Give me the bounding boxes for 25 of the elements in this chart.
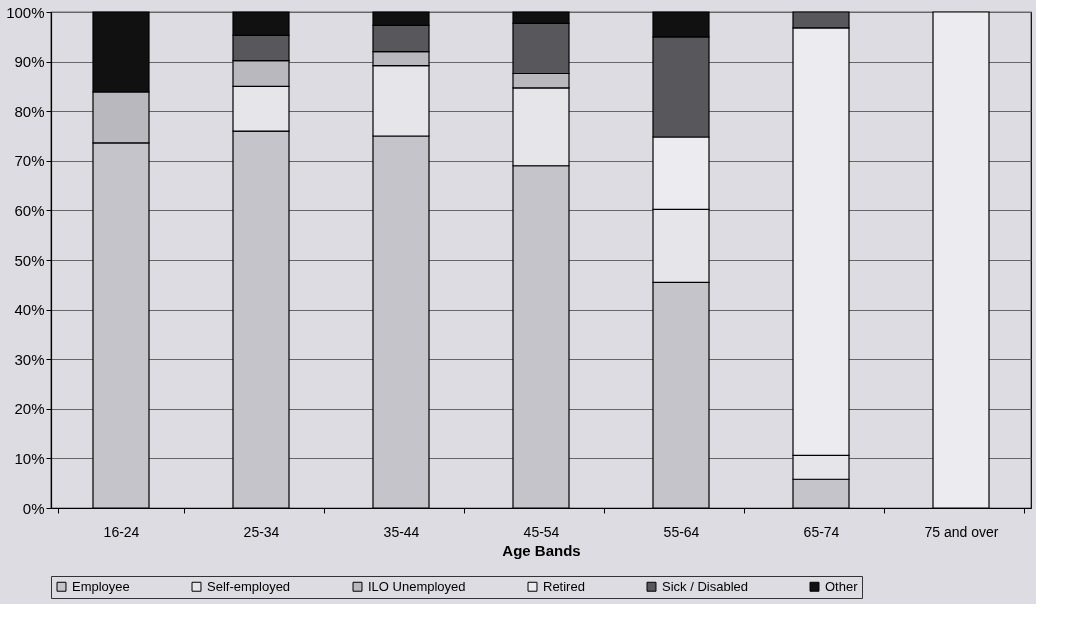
legend-label: Retired [543,578,585,594]
y-tick-label: 80% [14,102,45,120]
x-tick-label: 65-74 [803,523,840,540]
y-tick-label: 60% [14,201,45,219]
legend-label: Employee [72,578,130,594]
x-tick-label: 16-24 [103,523,140,540]
y-tick-label: 90% [14,53,45,71]
y-tick-label: 0% [22,499,45,517]
y-tick-label: 10% [14,449,45,467]
x-tick-label: 45-54 [523,523,560,540]
x-tick-label: 35-44 [383,523,420,540]
x-tick-label: 75 and over [924,523,999,540]
x-axis-title: Age Bands [502,541,581,559]
x-tick-label: 55-64 [663,523,700,540]
legend-label: Self-employed [207,578,291,594]
x-tick-label: 25-34 [243,523,280,540]
y-tick-label: 20% [14,400,45,418]
y-tick-label: 40% [14,301,45,319]
legend-label: ILO Unemployed [368,578,466,594]
y-tick-label: 70% [14,152,45,170]
y-tick-label: 30% [14,350,45,368]
y-tick-label: 50% [14,251,45,269]
legend-label: Other [825,578,859,594]
y-tick-label: 100% [6,3,45,21]
legend-label: Sick / Disabled [662,578,748,594]
